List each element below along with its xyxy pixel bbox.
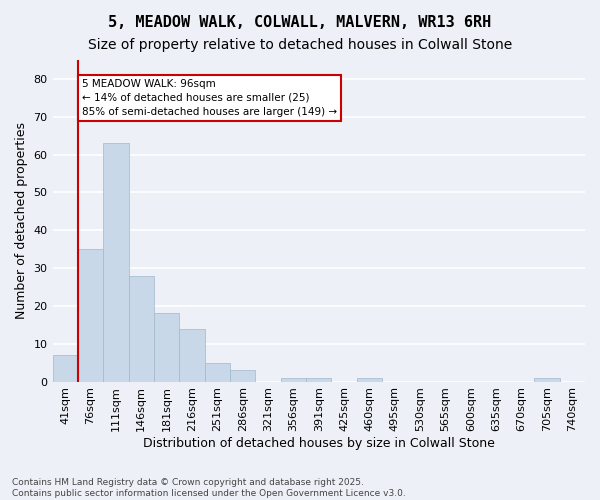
- Bar: [53, 355, 78, 382]
- Text: Size of property relative to detached houses in Colwall Stone: Size of property relative to detached ho…: [88, 38, 512, 52]
- Y-axis label: Number of detached properties: Number of detached properties: [15, 122, 28, 320]
- Bar: [179, 328, 205, 382]
- Text: 5 MEADOW WALK: 96sqm
← 14% of detached houses are smaller (25)
85% of semi-detac: 5 MEADOW WALK: 96sqm ← 14% of detached h…: [82, 79, 337, 117]
- Bar: [306, 378, 331, 382]
- Bar: [230, 370, 256, 382]
- Text: 5, MEADOW WALK, COLWALL, MALVERN, WR13 6RH: 5, MEADOW WALK, COLWALL, MALVERN, WR13 6…: [109, 15, 491, 30]
- Bar: [128, 276, 154, 382]
- Text: Contains HM Land Registry data © Crown copyright and database right 2025.
Contai: Contains HM Land Registry data © Crown c…: [12, 478, 406, 498]
- X-axis label: Distribution of detached houses by size in Colwall Stone: Distribution of detached houses by size …: [143, 437, 495, 450]
- Bar: [205, 362, 230, 382]
- Bar: [103, 143, 128, 382]
- Bar: [534, 378, 560, 382]
- Bar: [78, 249, 103, 382]
- Bar: [154, 314, 179, 382]
- Bar: [281, 378, 306, 382]
- Bar: [357, 378, 382, 382]
